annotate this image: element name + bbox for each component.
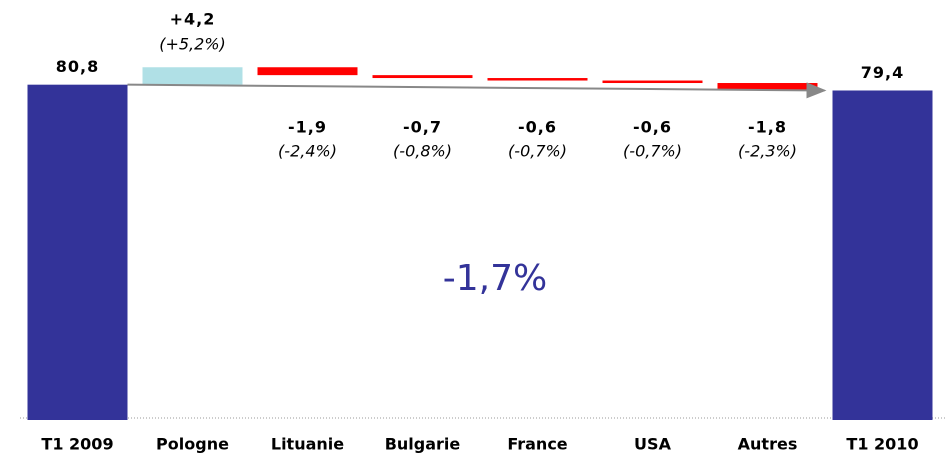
bar	[257, 67, 358, 76]
x-tick-label: Pologne	[156, 435, 229, 454]
trend-arrow	[127, 82, 827, 99]
value-label: 79,4	[861, 63, 904, 82]
value-label: -0,6	[518, 118, 557, 137]
x-tick-label: T1 2010	[846, 435, 918, 454]
bar	[832, 90, 933, 421]
percent-label: (-0,7%)	[508, 142, 567, 161]
percent-label: (-2,3%)	[738, 142, 797, 161]
bar	[372, 75, 473, 79]
value-label: -0,7	[403, 118, 442, 137]
x-tick-label: T1 2009	[41, 435, 113, 454]
value-label: -1,8	[748, 118, 787, 137]
bar	[142, 67, 243, 85]
x-tick-label: USA	[634, 435, 672, 454]
change-annotation: -1,7%	[443, 258, 547, 299]
bar	[602, 80, 703, 84]
bar	[27, 84, 128, 421]
x-tick-label: France	[507, 435, 567, 454]
x-tick-label: Bulgarie	[385, 435, 461, 454]
value-label: 80,8	[56, 57, 99, 76]
percent-label: (-2,4%)	[278, 142, 337, 161]
x-tick-label: Lituanie	[271, 435, 344, 454]
x-tick-label: Autres	[738, 435, 798, 454]
percent-label: (-0,7%)	[623, 142, 682, 161]
bar	[717, 83, 818, 91]
value-label: -1,9	[288, 118, 327, 137]
value-label: -0,6	[633, 118, 672, 137]
value-label: +4,2	[170, 10, 216, 29]
percent-label: (-0,8%)	[393, 142, 452, 161]
bar	[487, 78, 588, 81]
percent-label: (+5,2%)	[159, 35, 226, 54]
